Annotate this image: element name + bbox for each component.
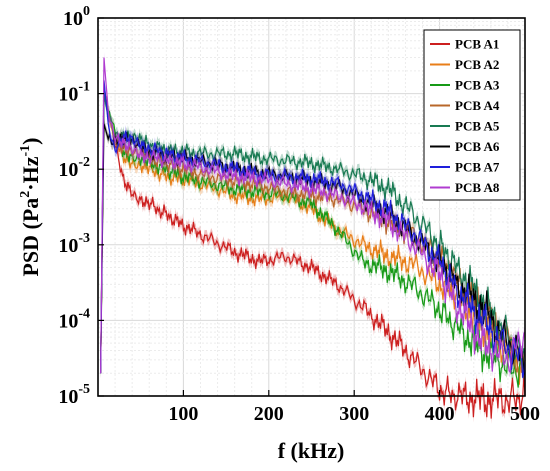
legend: PCB A1 PCB A2 PCB A3 PCB A4 PCB A5 PCB A6 PCB … [423, 29, 521, 201]
series-line [100, 87, 526, 419]
x-axis-label: f (kHz) [278, 438, 345, 463]
y-tick-label: 10-4 [58, 306, 90, 332]
series-pcb-a7 [100, 75, 526, 384]
legend-label: PCB A3 [455, 78, 500, 93]
series-pcb-a1 [100, 82, 526, 424]
x-tick-label: 500 [510, 403, 540, 425]
y-axis-label: PSD (Pa2·Hz-1) [18, 137, 43, 276]
legend-label: PCB A5 [455, 119, 500, 134]
series-pcb-a5 [100, 88, 526, 379]
legend-label: PCB A7 [455, 160, 500, 175]
x-tick-label: 300 [339, 403, 369, 425]
y-axis-label-main: PSD (Pa [18, 198, 43, 277]
x-tick-label: 400 [425, 403, 455, 425]
legend-label: PCB A2 [455, 57, 499, 72]
y-tick-base: 10 [58, 235, 78, 257]
y-tick-exponent: 0 [83, 4, 90, 19]
y-tick-label: 100 [63, 4, 90, 30]
series-pcb-a3 [100, 91, 526, 393]
y-axis-label-mid: ·Hz [18, 156, 43, 190]
y-tick-base: 10 [58, 386, 78, 408]
series-pcb-a4 [100, 88, 526, 379]
y-tick-base: 10 [58, 310, 78, 332]
series-pcb-a8 [100, 52, 526, 379]
y-tick-label: 10-2 [58, 155, 90, 181]
x-tick-label: 200 [254, 403, 284, 425]
series-line [100, 96, 526, 388]
legend-label: PCB A8 [455, 180, 500, 195]
series-line [100, 93, 526, 374]
legend-label: PCB A1 [455, 37, 499, 52]
y-tick-base: 10 [63, 8, 83, 30]
x-tick-label: 100 [168, 403, 198, 425]
y-tick-exponent: -4 [78, 306, 90, 321]
y-axis-label-sup2: -1 [18, 145, 33, 157]
y-tick-label: 10-3 [58, 231, 90, 257]
y-tick-label: 10-5 [58, 382, 90, 408]
y-tick-exponent: -3 [78, 231, 90, 246]
legend-label: PCB A4 [455, 98, 500, 113]
y-tick-exponent: -5 [78, 382, 90, 397]
x-tick-labels: 100 200 300 400 500 [168, 403, 540, 425]
series-line [100, 93, 526, 374]
y-tick-label: 10-1 [58, 80, 90, 106]
plot-frame [97, 17, 526, 397]
legend-label: PCB A6 [455, 139, 500, 154]
y-tick-exponent: -1 [78, 80, 90, 95]
y-axis-label-sup1: 2 [18, 191, 33, 198]
series-layer [100, 52, 526, 424]
legend-box [423, 29, 521, 201]
axis-ticks [98, 17, 526, 397]
y-tick-base: 10 [58, 84, 78, 106]
y-tick-base: 10 [58, 159, 78, 181]
series-line [100, 57, 526, 374]
series-line [100, 80, 526, 378]
y-tick-exponent: -2 [78, 155, 90, 170]
y-axis-label-close: ) [18, 137, 43, 144]
